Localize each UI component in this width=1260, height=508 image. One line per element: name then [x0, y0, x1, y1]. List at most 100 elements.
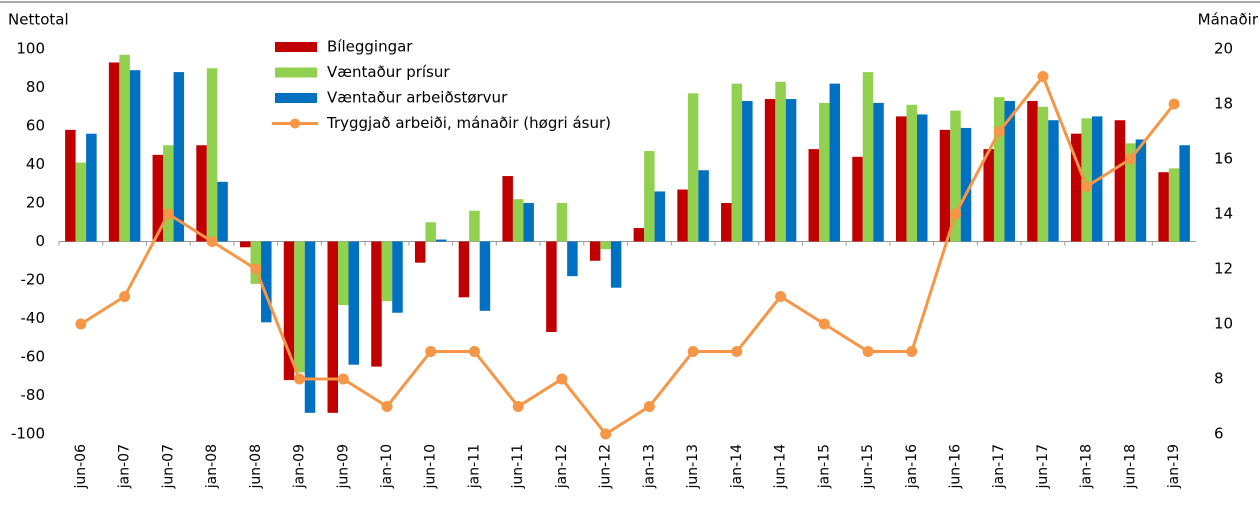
line-marker: [818, 318, 830, 330]
bar: [261, 241, 272, 323]
bar: [633, 228, 645, 242]
bar: [327, 241, 338, 413]
y-tick-label: -100: [11, 425, 45, 443]
y-tick-label: 60: [26, 117, 45, 135]
bar: [1135, 139, 1147, 242]
bar: [993, 97, 1005, 242]
line-marker: [468, 346, 480, 357]
bar: [1125, 143, 1136, 242]
line-marker: [294, 373, 306, 385]
y-tick-label: 0: [35, 232, 45, 250]
bar: [775, 81, 786, 242]
y2-tick-label: 18: [1214, 95, 1233, 113]
line-marker: [381, 401, 393, 412]
bar: [610, 241, 622, 288]
bar: [556, 203, 568, 242]
bar: [173, 72, 185, 242]
line-marker: [775, 291, 787, 302]
bar: [294, 241, 305, 373]
x-tick-label: jun-17: [1035, 444, 1051, 490]
legend-swatch: [290, 118, 300, 129]
line-marker: [119, 291, 131, 302]
bar: [392, 241, 403, 313]
bar: [196, 145, 207, 242]
line-marker: [687, 346, 699, 357]
x-tick-label: jan-11: [466, 444, 482, 489]
y-tick-label: -60: [21, 348, 46, 366]
x-tick-label: jun-15: [860, 444, 876, 490]
bar: [721, 203, 732, 242]
x-tick-label: jun-06: [73, 444, 89, 490]
x-tick-label: jan-09: [292, 444, 308, 489]
y-tick-label: 40: [26, 155, 45, 173]
y2-tick-label: 14: [1214, 205, 1233, 223]
bar: [435, 239, 447, 242]
bar: [829, 83, 841, 242]
bar: [546, 241, 557, 332]
bar: [785, 99, 797, 242]
bar: [240, 241, 251, 248]
line-marker: [1037, 71, 1049, 82]
bar: [1048, 120, 1059, 242]
bar: [206, 68, 218, 242]
x-tick-label: jan-15: [816, 444, 832, 489]
y-tick-label: 80: [26, 78, 45, 96]
bar: [896, 116, 907, 242]
bar: [371, 241, 382, 367]
line-marker: [1124, 153, 1136, 165]
legend-swatch: [275, 42, 317, 52]
line-marker: [600, 428, 612, 440]
line-marker: [162, 208, 174, 220]
bar: [960, 127, 972, 242]
bar: [852, 156, 863, 242]
bar: [414, 241, 426, 263]
x-tick-label: jan-16: [904, 444, 920, 489]
bar: [567, 241, 578, 277]
line-marker: [1081, 181, 1093, 192]
bar: [1027, 100, 1038, 242]
x-tick-label: jun-07: [160, 444, 176, 490]
bar: [1004, 100, 1015, 242]
bar: [600, 241, 611, 250]
y-axis-label: Nettotal: [8, 11, 69, 29]
y2-tick-label: 12: [1214, 260, 1233, 278]
line-marker: [906, 346, 918, 357]
bar: [677, 189, 688, 242]
bar: [250, 241, 262, 284]
x-tick-label: jun-11: [510, 444, 526, 490]
bar: [129, 70, 141, 242]
bar: [917, 114, 928, 242]
y2-tick-label: 16: [1214, 150, 1233, 168]
x-tick-label: jun-13: [685, 444, 701, 490]
bar: [819, 102, 830, 242]
legend-swatch: [275, 67, 317, 78]
bar: [1179, 145, 1190, 242]
legend-label: Bíleggingar: [327, 38, 413, 56]
x-tick-label: jun-16: [947, 444, 963, 490]
bar: [1114, 120, 1126, 242]
bar: [65, 129, 76, 242]
bar: [108, 62, 120, 242]
y-tick-label: 20: [26, 194, 45, 212]
bar: [764, 99, 776, 242]
line-marker: [512, 401, 524, 412]
bar: [1070, 133, 1082, 242]
line-marker: [1168, 98, 1180, 110]
line-marker: [949, 208, 961, 220]
x-tick-label: jan-07: [117, 444, 133, 489]
x-tick-label: jan-19: [1166, 444, 1182, 489]
line-marker: [206, 236, 218, 247]
line-marker: [75, 318, 87, 330]
bar: [348, 241, 359, 365]
bar: [425, 222, 436, 242]
y2-tick-label: 8: [1214, 370, 1224, 388]
bar: [742, 100, 753, 242]
bar: [862, 72, 874, 242]
bar: [152, 154, 164, 242]
bar: [458, 241, 470, 298]
bar: [654, 191, 666, 242]
bar: [283, 241, 295, 381]
y-tick-label: 100: [16, 40, 45, 58]
line-marker: [731, 346, 743, 357]
